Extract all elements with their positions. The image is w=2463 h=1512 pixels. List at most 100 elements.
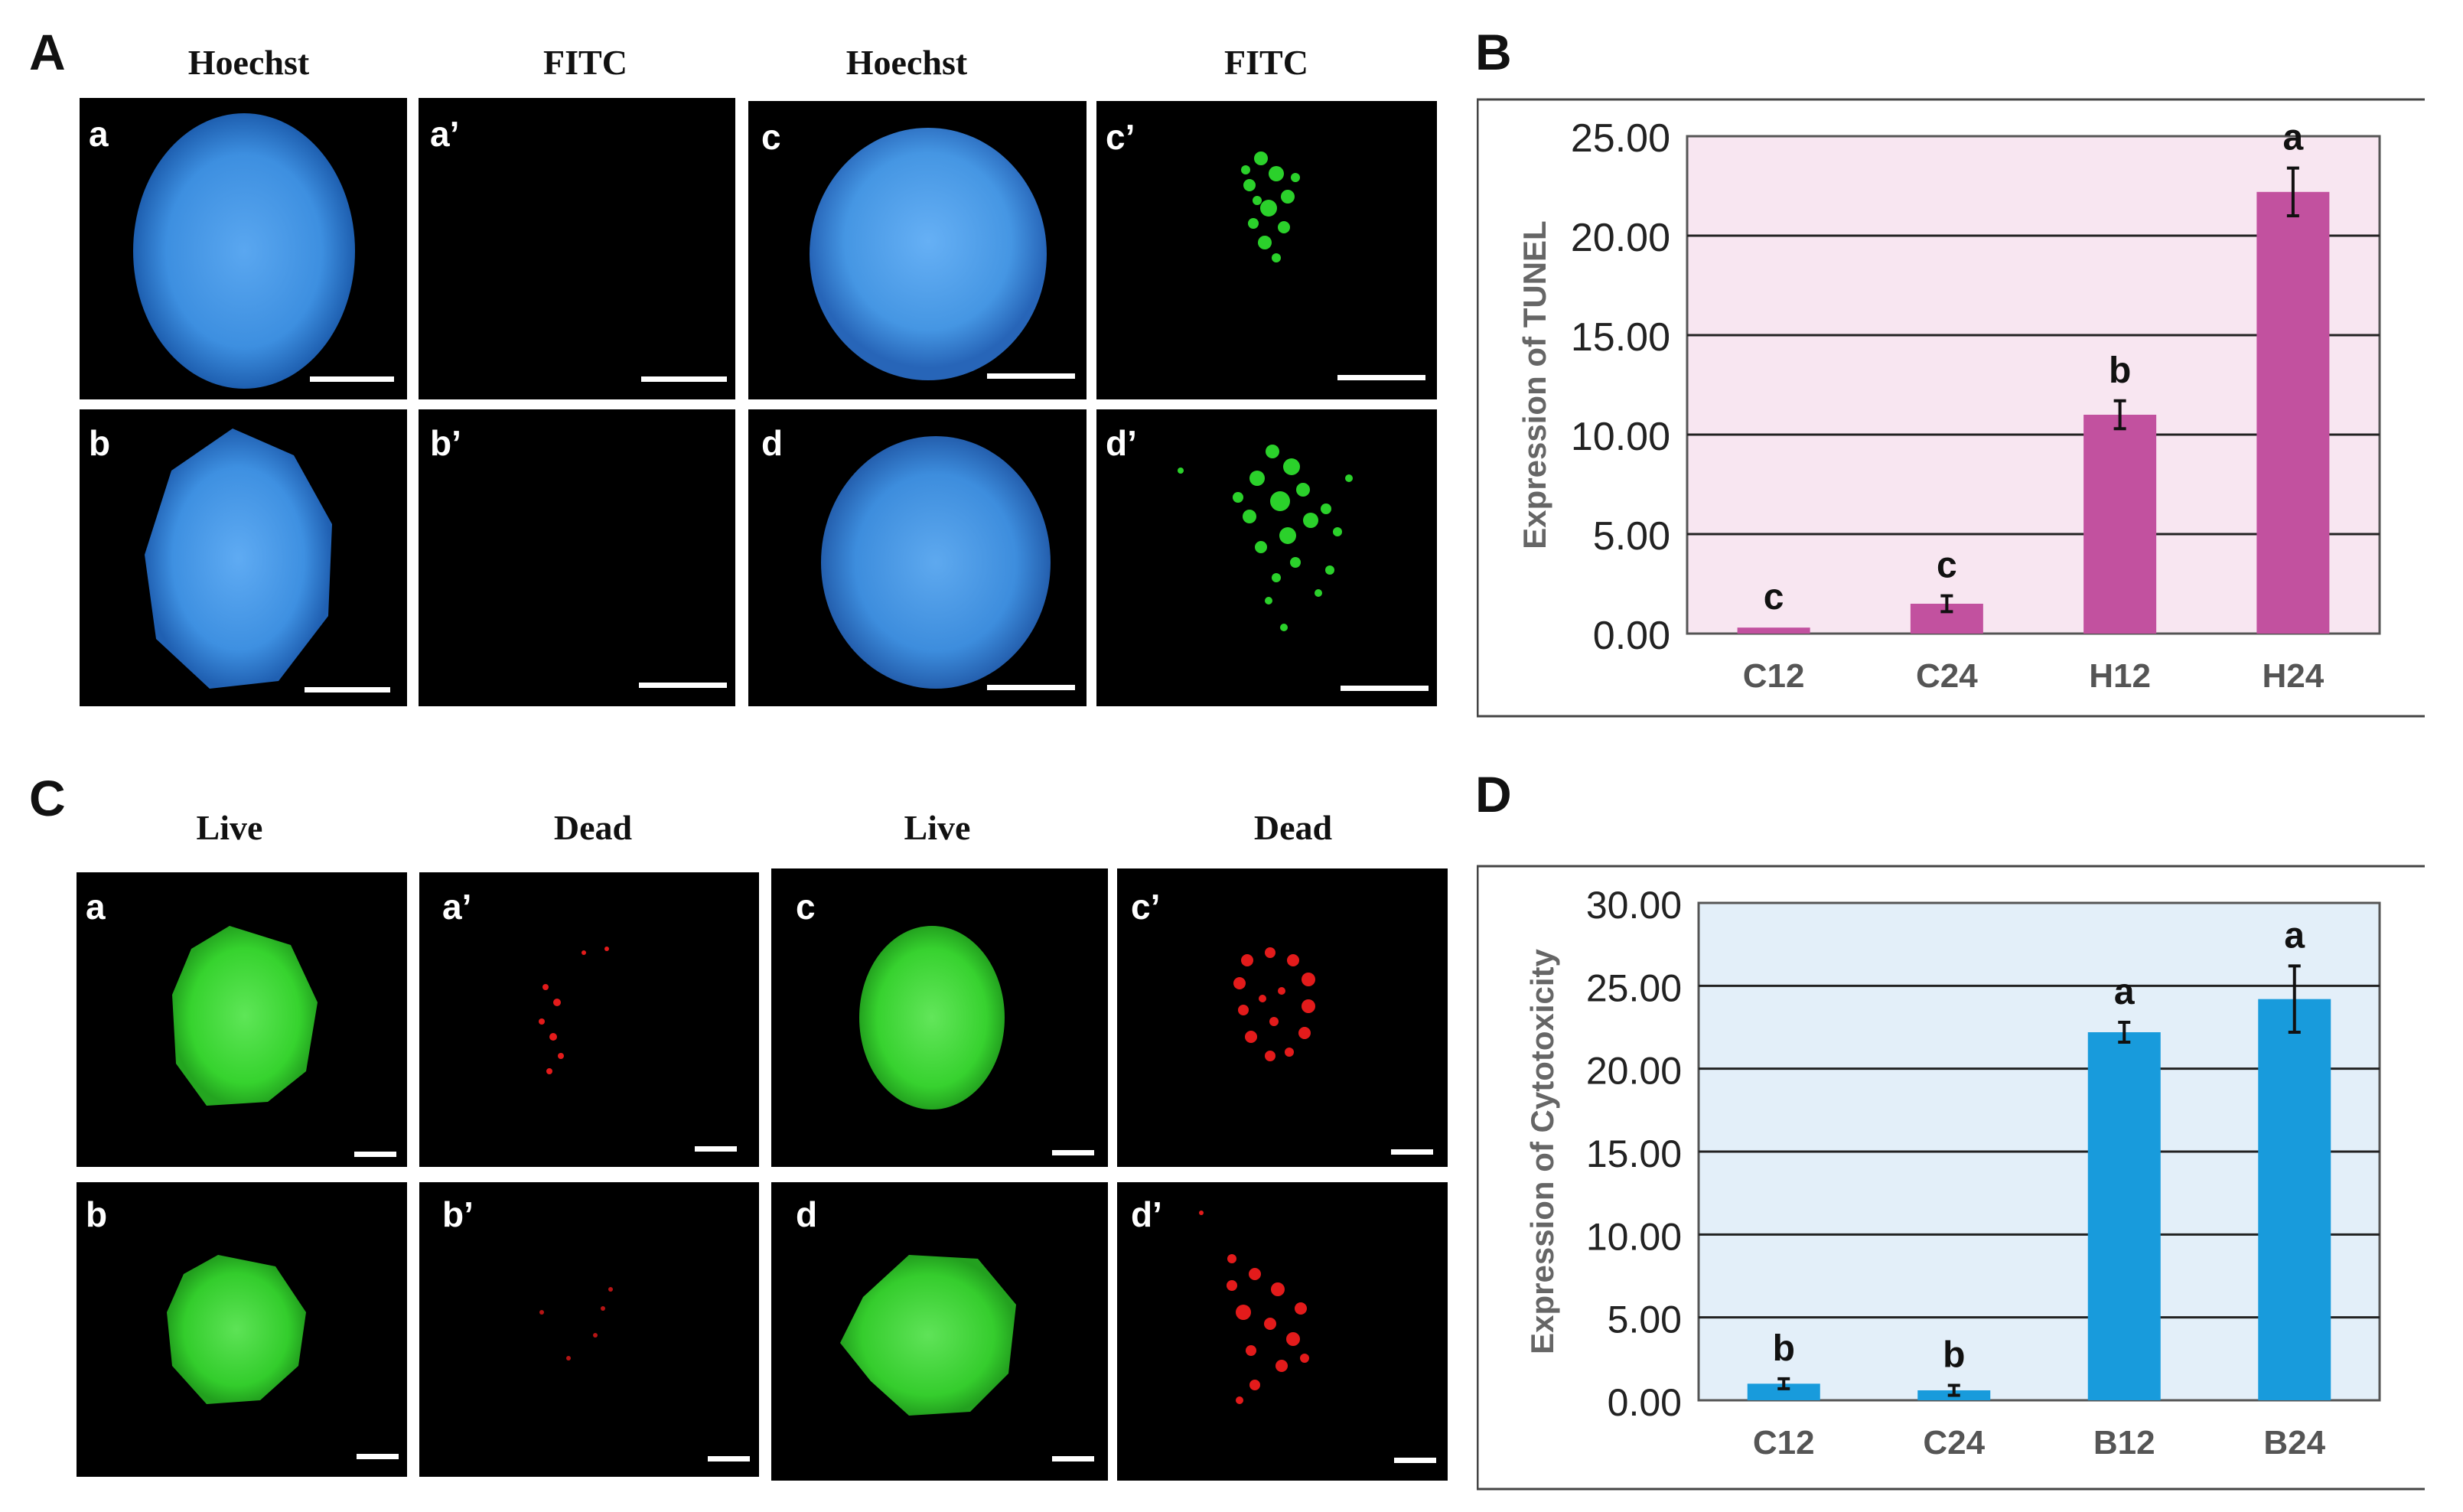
y-tick-label: 0.00: [1608, 1381, 1682, 1424]
chart-d-svg: 0.00 5.00 10.00 15.00 20.00 25.00 30.00 b C12 b C2…: [1476, 865, 2429, 1492]
significance-letter: a: [2284, 915, 2305, 956]
scale-bar: [1394, 1458, 1436, 1463]
micrograph-fitc-b: [419, 409, 735, 706]
significance-letter: c: [1764, 577, 1784, 618]
bar: [2087, 1032, 2161, 1400]
tile-label: c: [796, 887, 816, 927]
panel-c-letter: C: [29, 770, 66, 826]
fitc-signal: [1178, 445, 1353, 631]
panel-c-header-2: Dead: [553, 808, 633, 847]
significance-letter: b: [1943, 1335, 1965, 1376]
micrograph-live-d: [771, 1182, 1108, 1481]
nucleus-blob: [133, 113, 355, 389]
nucleus-blob: [810, 128, 1047, 380]
scale-bar: [357, 1454, 399, 1459]
x-tick-label: H24: [2263, 657, 2325, 695]
scale-bar: [695, 1146, 737, 1152]
tile-label: b: [86, 1194, 108, 1234]
panel-c-header-3: Live: [904, 808, 971, 847]
bar: [2258, 999, 2331, 1400]
micrograph-fitc-c: [1096, 101, 1437, 399]
y-tick-label: 5.00: [1608, 1299, 1682, 1341]
x-tick-label: C24: [1916, 657, 1978, 695]
panel-d-letter: D: [1475, 766, 1512, 823]
x-tick-label: C24: [1923, 1424, 1985, 1461]
micrograph-hoechst-b: [80, 409, 407, 706]
chart-d: 0.00 5.00 10.00 15.00 20.00 25.00 30.00 b C12 b C2…: [1476, 865, 2429, 1492]
live-cell-blob: [172, 926, 318, 1106]
dead-cell-signal: [539, 1287, 613, 1360]
fitc-signal: [1241, 152, 1300, 262]
x-tick-label: C12: [1743, 657, 1805, 695]
bar: [2256, 191, 2330, 634]
panel-c-header-4: Dead: [1253, 808, 1333, 847]
scale-bar: [1052, 1456, 1094, 1461]
panel-a-header-4: FITC: [1224, 43, 1308, 82]
scale-bar: [987, 373, 1075, 379]
tile-label: a’: [430, 114, 460, 154]
bar: [2083, 415, 2157, 634]
micrograph-dead-c: [1117, 868, 1448, 1167]
scale-bar: [305, 687, 390, 692]
y-tick-label: 20.00: [1571, 216, 1670, 260]
tile-label: b’: [442, 1194, 474, 1234]
x-tick-label: C12: [1753, 1424, 1815, 1461]
micrograph-dead-d: [1117, 1182, 1448, 1481]
tile-label: a: [89, 114, 109, 154]
micrograph-fitc-d: [1096, 409, 1437, 706]
bar: [1747, 1383, 1820, 1400]
chart-b-svg: 0.00 5.00 10.00 15.00 20.00 25.00 c C12 c C24 b H12…: [1476, 98, 2429, 719]
scale-bar: [708, 1456, 750, 1461]
micrograph-dead-b: [419, 1182, 759, 1477]
live-cell-blob: [167, 1255, 306, 1404]
tile-label: a: [86, 887, 106, 927]
micrograph-live-c: [771, 868, 1108, 1167]
y-tick-label: 20.00: [1586, 1050, 1682, 1093]
y-tick-label: 10.00: [1571, 415, 1670, 459]
y-tick-label: 15.00: [1571, 315, 1670, 360]
live-cell-blob: [859, 926, 1005, 1110]
scale-bar: [1341, 686, 1429, 691]
micrograph-dead-a: [419, 872, 759, 1167]
scale-bar: [354, 1152, 396, 1157]
scale-bar: [1052, 1150, 1094, 1155]
x-tick-label: B12: [2093, 1424, 2155, 1461]
tile-label: d’: [1131, 1194, 1162, 1234]
tile-label: c’: [1106, 117, 1135, 157]
scale-bar: [310, 376, 394, 382]
dead-cell-signal: [1199, 1211, 1309, 1404]
scale-bar: [1337, 375, 1425, 380]
scale-bar: [639, 683, 727, 688]
micrograph-live-b: [77, 1182, 407, 1477]
y-tick-label: 30.00: [1586, 884, 1682, 927]
significance-letter: a: [2283, 118, 2304, 158]
panel-c-header-1: Live: [196, 808, 263, 847]
y-tick-label: 0.00: [1593, 614, 1670, 658]
y-axis-label: Expression of Cytotoxicity: [1524, 948, 1560, 1354]
panel-a-letter: A: [29, 24, 66, 80]
panel-a-header-3: Hoechst: [845, 43, 968, 82]
live-cell-blob: [840, 1255, 1016, 1416]
x-tick-label: B24: [2263, 1424, 2325, 1461]
y-tick-label: 10.00: [1586, 1215, 1682, 1258]
bar: [1737, 627, 1810, 634]
tile-label: c: [761, 117, 781, 157]
dead-cell-signal: [1233, 947, 1315, 1061]
y-tick-label: 25.00: [1571, 116, 1670, 161]
nucleus-blob: [821, 436, 1051, 689]
x-tick-label: H12: [2089, 657, 2151, 695]
micrograph-hoechst-c: [748, 101, 1087, 399]
y-axis-label: Expression of TUNEL: [1517, 220, 1552, 549]
tile-label: a’: [442, 887, 472, 927]
significance-letter: c: [1937, 546, 1957, 586]
tile-label: d’: [1106, 423, 1137, 463]
micrograph-hoechst-d: [748, 409, 1087, 706]
scale-bar: [1391, 1149, 1433, 1155]
tile-label: b: [89, 423, 111, 463]
micrograph-fitc-a: [419, 98, 735, 399]
y-tick-label: 5.00: [1593, 514, 1670, 559]
panel-b-letter: B: [1475, 24, 1512, 80]
scale-bar: [641, 376, 727, 382]
scale-bar: [987, 685, 1075, 690]
y-tick-label: 15.00: [1586, 1132, 1682, 1175]
